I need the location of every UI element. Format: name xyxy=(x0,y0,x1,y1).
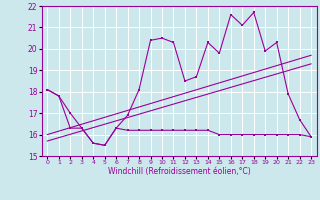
X-axis label: Windchill (Refroidissement éolien,°C): Windchill (Refroidissement éolien,°C) xyxy=(108,167,251,176)
